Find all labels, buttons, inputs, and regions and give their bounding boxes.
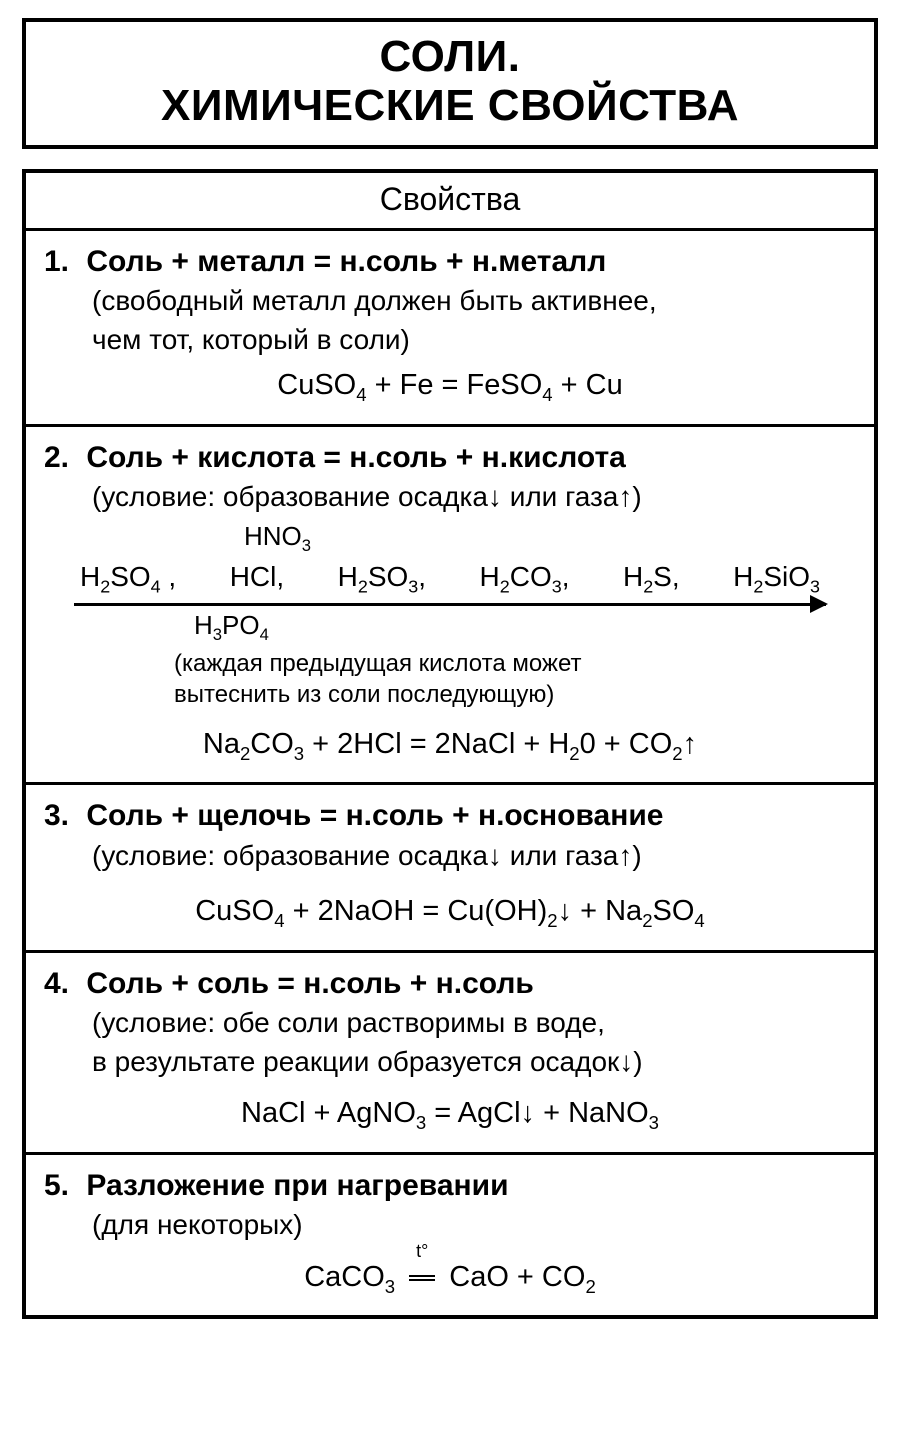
row-heading: 2. Соль + кислота = н.соль + н.кислота — [44, 437, 856, 478]
table-row: 3. Соль + щелочь = н.соль + н.основание … — [26, 785, 874, 952]
acid-item: H2SiO3 — [733, 558, 820, 599]
row-condition: чем тот, который в соли) — [44, 321, 856, 360]
title-box: СОЛИ. ХИМИЧЕСКИЕ СВОЙСТВА — [22, 18, 878, 149]
acid-row: H2SO4 , HCl, H2SO3, H2CO3, H2S, H2SiO3 — [74, 558, 826, 599]
row-equation: NaCl + AgNO3 = AgCl↓ + NaNO3 — [44, 1087, 856, 1137]
row-note: (каждая предыдущая кислота может — [44, 649, 856, 678]
page-title: СОЛИ. ХИМИЧЕСКИЕ СВОЙСТВА — [32, 32, 868, 131]
row-condition: в результате реакции образуется осадок↓) — [44, 1043, 856, 1082]
row-condition: (условие: образование осадка↓ или газа↑) — [44, 478, 856, 517]
acid-below: H3PO4 — [74, 608, 826, 647]
row-heading: 3. Соль + щелочь = н.соль + н.основание — [44, 795, 856, 836]
row-number: 4. — [44, 963, 78, 1004]
row-number: 2. — [44, 437, 78, 478]
row-heading: 5. Разложение при нагревании — [44, 1165, 856, 1206]
row-condition: (условие: обе соли растворимы в воде, — [44, 1004, 856, 1043]
title-line-2: ХИМИЧЕСКИЕ СВОЙСТВА — [161, 81, 739, 130]
row-condition: (для некоторых) — [44, 1206, 856, 1245]
table-row: 2. Соль + кислота = н.соль + н.кислота (… — [26, 427, 874, 786]
row-heading: 4. Соль + соль = н.соль + н.соль — [44, 963, 856, 1004]
row-number: 1. — [44, 241, 78, 282]
row-rule: Соль + металл = н.соль + н.металл — [86, 245, 606, 278]
table-header: Свойства — [26, 173, 874, 231]
row-rule: Разложение при нагревании — [86, 1169, 508, 1202]
acid-item: H2CO3, — [480, 558, 570, 599]
title-line-1: СОЛИ. — [379, 32, 520, 81]
table-row: 1. Соль + металл = н.соль + н.металл (св… — [26, 231, 874, 427]
acid-item: HCl, — [230, 558, 284, 599]
row-rule: Соль + щелочь = н.соль + н.основание — [86, 799, 663, 832]
arrow-right-icon — [74, 603, 826, 606]
row-note: вытеснить из соли последующую) — [44, 680, 856, 709]
acid-strength-series: HNO3 H2SO4 , HCl, H2SO3, H2CO3, H2S, H2S… — [74, 519, 826, 648]
row-equation: CuSO4 + Fe = FeSO4 + Cu — [44, 359, 856, 409]
row-equation: Na2CO3 + 2HCl = 2NaCl + H20 + CO2↑ — [44, 718, 856, 768]
table-row: 5. Разложение при нагревании (для некото… — [26, 1155, 874, 1315]
row-equation: CaCO3 t° CaO + CO2 — [44, 1251, 856, 1301]
row-condition: (условие: образование осадка↓ или газа↑) — [44, 837, 856, 876]
row-rule: Соль + кислота = н.соль + н.кислота — [86, 441, 626, 474]
acid-item: H2S, — [623, 558, 680, 599]
table-row: 4. Соль + соль = н.соль + н.соль (услови… — [26, 953, 874, 1155]
row-number: 5. — [44, 1165, 78, 1206]
acid-item: H2SO4 , — [80, 558, 176, 599]
row-condition: (свободный металл должен быть активнее, — [44, 282, 856, 321]
acid-item: H2SO3, — [338, 558, 426, 599]
acid-above: HNO3 — [74, 519, 826, 558]
properties-table: Свойства 1. Соль + металл = н.соль + н.м… — [22, 169, 878, 1319]
row-heading: 1. Соль + металл = н.соль + н.металл — [44, 241, 856, 282]
row-rule: Соль + соль = н.соль + н.соль — [86, 967, 534, 1000]
row-equation: CuSO4 + 2NaOH = Cu(OH)2↓ + Na2SO4 — [44, 885, 856, 935]
row-number: 3. — [44, 795, 78, 836]
